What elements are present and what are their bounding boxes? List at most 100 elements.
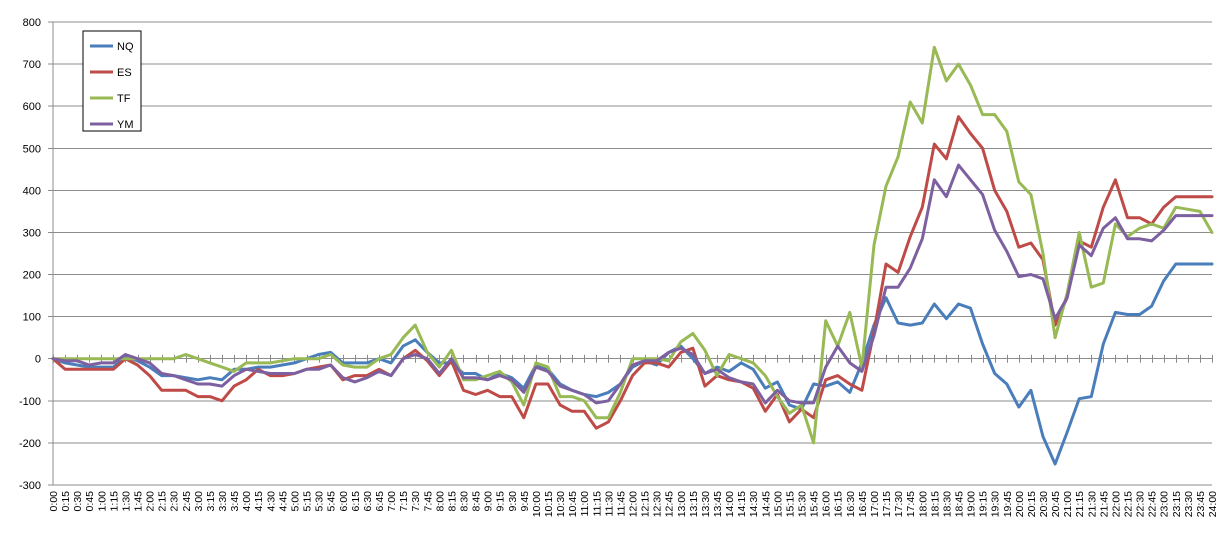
x-tick-label: 1:15 bbox=[108, 491, 120, 512]
series-lines bbox=[51, 45, 1214, 466]
legend-label-nq: NQ bbox=[117, 41, 134, 53]
legend-label-tf: TF bbox=[117, 93, 131, 105]
x-tick-label: 1:30 bbox=[120, 491, 132, 512]
x-tick-label: 10:00 bbox=[531, 491, 543, 517]
x-tick-label: 17:45 bbox=[905, 491, 917, 517]
x-tick-label: 14:15 bbox=[736, 491, 748, 517]
legend-box bbox=[82, 30, 142, 132]
x-tick-label: 11:00 bbox=[579, 491, 591, 517]
y-tick-label: 200 bbox=[23, 270, 41, 282]
x-tick-label: 19:00 bbox=[966, 491, 978, 517]
y-tick-label: 300 bbox=[23, 227, 41, 239]
x-tick-label: 22:30 bbox=[1135, 491, 1147, 517]
x-tick-label: 14:00 bbox=[724, 491, 736, 517]
y-tick-label: 400 bbox=[23, 185, 41, 197]
x-tick-label: 3:45 bbox=[229, 491, 241, 512]
x-tick-label: 16:30 bbox=[845, 491, 857, 517]
series-line-es bbox=[51, 115, 1214, 430]
x-tick-label: 5:15 bbox=[302, 491, 314, 512]
x-tick-label: 7:15 bbox=[398, 491, 410, 512]
y-axis-tick-labels: -300 -200 -100 0 100 200 300 400 500 600 700 800 bbox=[19, 17, 41, 492]
x-tick-label: 2:00 bbox=[145, 491, 157, 512]
x-tick-label: 8:45 bbox=[471, 491, 483, 512]
x-tick-label: 2:45 bbox=[181, 491, 193, 512]
x-tick-label: 2:15 bbox=[157, 491, 169, 512]
x-tick-label: 8:00 bbox=[434, 491, 446, 512]
x-tick-label: 1:45 bbox=[133, 491, 145, 512]
x-tick-label: 22:00 bbox=[1110, 491, 1122, 517]
x-tick-label: 24:00 bbox=[1207, 491, 1219, 517]
x-tick-label: 6:15 bbox=[350, 491, 362, 512]
x-tick-label: 20:30 bbox=[1038, 491, 1050, 517]
x-tick-label: 7:45 bbox=[422, 491, 434, 512]
x-tick-label: 17:30 bbox=[893, 491, 905, 517]
y-tick-label: 0 bbox=[35, 354, 41, 366]
x-tick-label: 13:30 bbox=[700, 491, 712, 517]
x-tick-label: 3:00 bbox=[193, 491, 205, 512]
x-tick-label: 20:00 bbox=[1014, 491, 1026, 517]
x-tick-label: 0:45 bbox=[84, 491, 96, 512]
x-tick-label: 19:45 bbox=[1002, 491, 1014, 517]
x-tick-label: 15:45 bbox=[809, 491, 821, 517]
y-tick-label: 100 bbox=[23, 312, 41, 324]
x-tick-label: 21:00 bbox=[1062, 491, 1074, 517]
x-tick-label: 21:30 bbox=[1086, 491, 1098, 517]
x-tick-label: 6:30 bbox=[362, 491, 374, 512]
x-tick-label: 0:00 bbox=[48, 491, 60, 512]
x-tick-label: 4:30 bbox=[265, 491, 277, 512]
legend-label-ym: YM bbox=[117, 119, 134, 131]
x-tick-label: 6:00 bbox=[338, 491, 350, 512]
x-tick-label: 22:15 bbox=[1123, 491, 1135, 517]
y-tick-label: -200 bbox=[19, 438, 41, 450]
x-tick-label: 18:30 bbox=[941, 491, 953, 517]
y-tick-label: 600 bbox=[23, 101, 41, 113]
x-tick-label: 21:45 bbox=[1098, 491, 1110, 517]
x-tick-label: 21:15 bbox=[1074, 491, 1086, 517]
x-tick-label: 5:45 bbox=[326, 491, 338, 512]
x-tick-label: 4:15 bbox=[253, 491, 265, 512]
x-tick-label: 13:45 bbox=[712, 491, 724, 517]
x-tick-label: 10:30 bbox=[555, 491, 567, 517]
x-tick-label: 0:30 bbox=[72, 491, 84, 512]
x-tick-label: 23:45 bbox=[1195, 491, 1207, 517]
x-tick-label: 12:45 bbox=[664, 491, 676, 517]
x-tick-label: 7:30 bbox=[410, 491, 422, 512]
x-tick-label: 19:30 bbox=[990, 491, 1002, 517]
y-tick-label: 800 bbox=[23, 17, 41, 29]
x-tick-label: 12:30 bbox=[652, 491, 664, 517]
x-tick-label: 10:15 bbox=[543, 491, 555, 517]
x-tick-label: 9:15 bbox=[495, 491, 507, 512]
x-tick-label: 12:00 bbox=[628, 491, 640, 517]
x-tick-label: 13:15 bbox=[688, 491, 700, 517]
x-tick-label: 16:00 bbox=[821, 491, 833, 517]
x-tick-label: 5:00 bbox=[290, 491, 302, 512]
x-tick-label: 9:30 bbox=[507, 491, 519, 512]
x-tick-label: 16:45 bbox=[857, 491, 869, 517]
x-tick-label: 18:00 bbox=[917, 491, 929, 517]
gridlines bbox=[53, 21, 1212, 486]
legend-label-es: ES bbox=[117, 67, 132, 79]
series-line-tf bbox=[51, 45, 1214, 445]
x-tick-label: 18:15 bbox=[929, 491, 941, 517]
x-tick-label: 8:30 bbox=[459, 491, 471, 512]
x-tick-label: 6:45 bbox=[374, 491, 386, 512]
x-tick-label: 4:00 bbox=[241, 491, 253, 512]
x-tick-label: 11:45 bbox=[615, 491, 627, 517]
x-tick-label: 11:15 bbox=[591, 491, 603, 517]
y-tick-label: 500 bbox=[23, 143, 41, 155]
x-tick-label: 17:00 bbox=[869, 491, 881, 517]
series-line-ym bbox=[51, 163, 1214, 405]
x-tick-label: 12:15 bbox=[640, 491, 652, 517]
x-tick-label: 10:45 bbox=[567, 491, 579, 517]
x-tick-label: 23:15 bbox=[1171, 491, 1183, 517]
x-tick-label: 15:30 bbox=[797, 491, 809, 517]
x-tick-label: 15:00 bbox=[772, 491, 784, 517]
x-tick-label: 20:45 bbox=[1050, 491, 1062, 517]
x-tick-label: 3:30 bbox=[217, 491, 229, 512]
x-tick-label: 2:30 bbox=[169, 491, 181, 512]
x-tick-label: 9:00 bbox=[483, 491, 495, 512]
y-tick-label: 700 bbox=[23, 59, 41, 71]
x-tick-label: 13:00 bbox=[676, 491, 688, 517]
x-tick-label: 7:00 bbox=[386, 491, 398, 512]
